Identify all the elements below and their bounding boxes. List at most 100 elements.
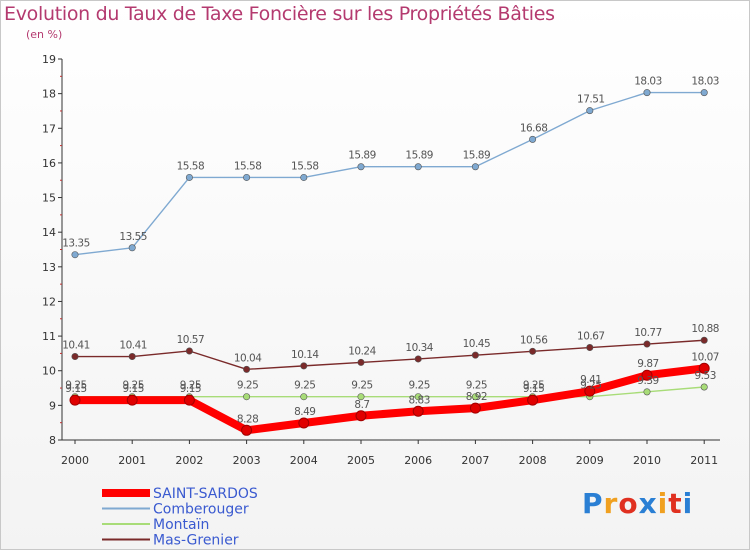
data-label: 8.28	[237, 413, 258, 425]
y-tick-label: 8	[49, 434, 56, 447]
data-point	[355, 410, 367, 422]
x-tick-label: 2003	[233, 454, 261, 467]
data-label: 8.49	[294, 406, 315, 418]
logo-letter: i	[682, 487, 694, 520]
y-tick-label: 11	[42, 330, 56, 343]
data-label: 9.87	[637, 358, 658, 370]
data-point	[700, 336, 708, 344]
data-point	[185, 347, 193, 355]
data-label: 10.24	[348, 345, 376, 357]
data-label: 9.25	[180, 380, 201, 392]
data-label: 15.89	[405, 150, 433, 162]
data-label: 10.77	[634, 327, 662, 339]
data-label: 9.25	[580, 380, 601, 392]
data-label: 10.34	[405, 342, 433, 354]
data-point	[71, 251, 79, 259]
series-line-comberouger	[74, 91, 705, 256]
data-label: 9.25	[123, 380, 144, 392]
series-line-saint-sardos	[71, 364, 709, 435]
data-point	[243, 365, 251, 373]
data-point	[471, 351, 479, 359]
data-label: 8.7	[354, 399, 369, 411]
data-point	[700, 383, 708, 391]
data-label: 9.25	[65, 380, 86, 392]
proxiti-logo: Proxiti	[582, 487, 693, 520]
data-point	[412, 405, 424, 417]
x-tick-label: 2009	[576, 454, 604, 467]
data-label: 15.89	[348, 150, 376, 162]
data-label: 9.15	[123, 383, 144, 395]
data-label: 10.57	[177, 334, 205, 346]
data-point	[700, 89, 708, 97]
data-point	[471, 163, 479, 171]
data-point	[586, 107, 594, 115]
y-tick-label: 19	[42, 53, 56, 66]
data-label: 18.03	[634, 76, 662, 88]
x-tick-label: 2004	[290, 454, 318, 467]
data-label: 13.55	[119, 231, 147, 243]
y-tick-label: 10	[42, 365, 56, 378]
data-label: 18.03	[691, 76, 719, 88]
data-point	[414, 163, 422, 171]
data-point	[71, 353, 79, 361]
data-label: 10.45	[463, 338, 491, 350]
data-label: 9.15	[180, 383, 201, 395]
y-tick-label: 9	[49, 399, 56, 412]
data-point	[243, 173, 251, 181]
y-tick-label: 14	[42, 226, 56, 239]
data-point	[643, 89, 651, 97]
logo-letter: P	[582, 487, 604, 520]
data-label: 9.53	[695, 370, 716, 382]
y-tick-label: 13	[42, 261, 56, 274]
series-line-mas-grenier	[74, 339, 705, 371]
logo-letter: o	[618, 487, 639, 520]
data-point	[469, 402, 481, 414]
data-point	[529, 347, 537, 355]
data-point	[414, 393, 422, 401]
data-label: 8.83	[409, 394, 430, 406]
logo-letter: t	[668, 487, 683, 520]
x-tick-label: 2007	[461, 454, 489, 467]
data-point	[357, 393, 365, 401]
data-point	[69, 394, 81, 406]
y-tick-label: 12	[42, 295, 56, 308]
data-point	[300, 173, 308, 181]
y-tick-label: 18	[42, 88, 56, 101]
data-point	[300, 362, 308, 370]
data-point	[527, 394, 539, 406]
data-label: 10.41	[62, 340, 90, 352]
y-tick-label: 17	[42, 122, 56, 135]
data-label: 10.14	[291, 349, 319, 361]
data-point	[643, 340, 651, 348]
data-label: 10.56	[520, 334, 548, 346]
data-point	[128, 244, 136, 252]
data-label: 15.89	[463, 150, 491, 162]
data-point	[183, 394, 195, 406]
data-point	[471, 393, 479, 401]
data-label: 9.15	[523, 383, 544, 395]
data-label: 9.25	[409, 380, 430, 392]
y-tick-label: 15	[42, 192, 56, 205]
y-tick-label: 16	[42, 157, 56, 170]
x-tick-label: 2002	[175, 454, 203, 467]
data-label: 10.88	[691, 323, 719, 335]
data-point	[241, 424, 253, 436]
data-label: 10.67	[577, 331, 605, 343]
legend-entry: Montaïn	[153, 517, 209, 533]
data-point	[586, 344, 594, 352]
data-label: 9.25	[237, 380, 258, 392]
data-label: 17.51	[577, 94, 605, 106]
data-point	[185, 173, 193, 181]
chart-title: Evolution du Taux de Taxe Foncière sur l…	[4, 3, 555, 25]
data-point	[128, 353, 136, 361]
data-label: 9.41	[580, 374, 601, 386]
data-point	[584, 385, 596, 397]
data-label: 9.39	[637, 375, 658, 387]
data-label: 9.25	[351, 380, 372, 392]
data-label: 10.07	[691, 351, 719, 363]
data-label: 16.68	[520, 122, 548, 134]
data-point	[126, 394, 138, 406]
data-point	[414, 355, 422, 363]
data-point	[698, 362, 710, 374]
